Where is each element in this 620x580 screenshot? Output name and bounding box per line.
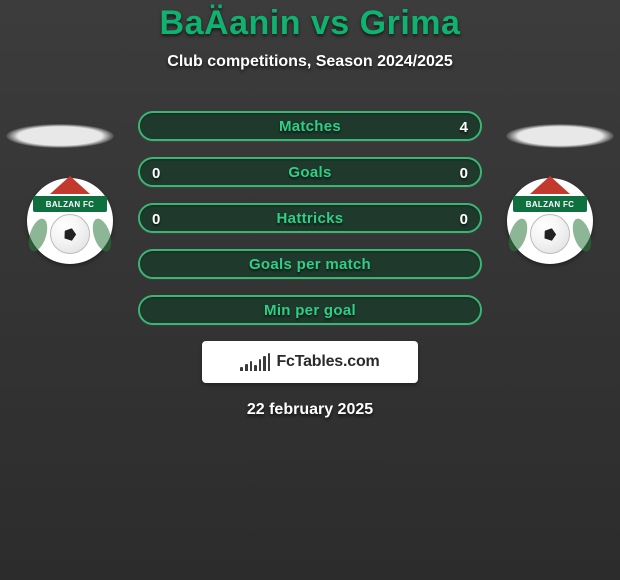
date-label: 22 february 2025 bbox=[0, 401, 620, 419]
subtitle: Club competitions, Season 2024/2025 bbox=[0, 53, 620, 71]
soccer-ball-icon bbox=[530, 214, 570, 254]
player-shadow-right bbox=[506, 124, 614, 148]
stats-table: Matches 4 0 Goals 0 0 Hattricks 0 Goals … bbox=[138, 111, 482, 325]
stat-right-value: 0 bbox=[460, 159, 468, 189]
stat-row: Goals per match bbox=[138, 249, 482, 279]
stat-left-value: 0 bbox=[152, 205, 160, 235]
stat-label: Matches bbox=[279, 118, 341, 135]
club-badge-left: BALZAN FC bbox=[20, 178, 120, 264]
stat-right-value: 4 bbox=[460, 113, 468, 143]
badge-banner: BALZAN FC bbox=[33, 196, 107, 212]
stat-label: Goals per match bbox=[249, 256, 371, 273]
stat-label: Min per goal bbox=[264, 302, 356, 319]
badge-banner-text: BALZAN FC bbox=[526, 200, 574, 209]
stat-left-value: 0 bbox=[152, 159, 160, 189]
soccer-ball-icon bbox=[50, 214, 90, 254]
bar-chart-icon bbox=[240, 353, 270, 371]
stat-row: 0 Goals 0 bbox=[138, 157, 482, 187]
stat-row: Matches 4 bbox=[138, 111, 482, 141]
brand-name: FcTables.com bbox=[276, 353, 379, 371]
brand-card: FcTables.com bbox=[202, 341, 418, 383]
badge-roof-icon bbox=[50, 176, 90, 194]
page-title: BaÄanin vs Grima bbox=[0, 4, 620, 43]
badge-banner-text: BALZAN FC bbox=[46, 200, 94, 209]
comparison-card: BaÄanin vs Grima Club competitions, Seas… bbox=[0, 0, 620, 419]
badge-roof-icon bbox=[530, 176, 570, 194]
stat-row: 0 Hattricks 0 bbox=[138, 203, 482, 233]
stat-label: Goals bbox=[288, 164, 331, 181]
stat-right-value: 0 bbox=[460, 205, 468, 235]
stat-row: Min per goal bbox=[138, 295, 482, 325]
club-badge-right: BALZAN FC bbox=[500, 178, 600, 264]
player-shadow-left bbox=[6, 124, 114, 148]
stat-label: Hattricks bbox=[277, 210, 344, 227]
badge-banner: BALZAN FC bbox=[513, 196, 587, 212]
